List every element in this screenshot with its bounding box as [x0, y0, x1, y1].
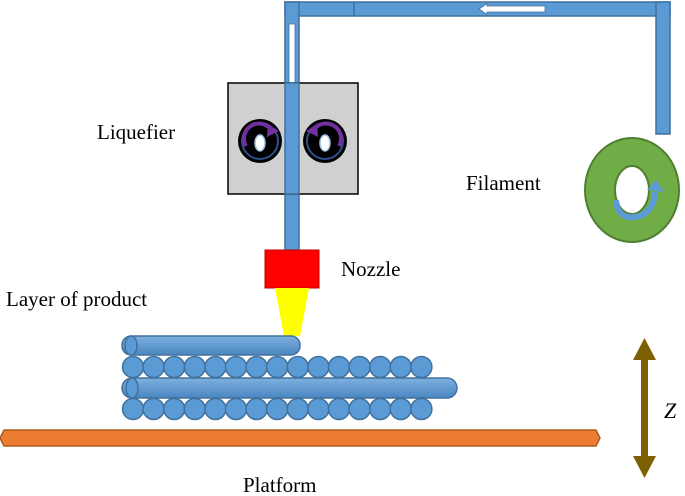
bottom-bead	[183, 397, 207, 421]
top-bead	[183, 355, 207, 379]
bottom-bead	[162, 397, 186, 421]
top-bead	[265, 355, 289, 379]
z-axis-arrow	[633, 338, 656, 478]
top-bead	[224, 355, 248, 379]
top-bead	[162, 355, 186, 379]
filament-spool	[584, 137, 680, 243]
bottom-bead	[224, 397, 248, 421]
bottom-bead-row	[121, 397, 433, 421]
top-bead	[389, 355, 413, 379]
bottom-bead	[286, 397, 310, 421]
liquefier	[227, 82, 359, 195]
filament-top-segment	[284, 1, 671, 17]
liquefier-label: Liquefier	[97, 120, 175, 144]
platform	[0, 429, 601, 447]
bottom-bead	[389, 397, 413, 421]
bottom-bead	[348, 397, 371, 421]
bottom-bead	[368, 397, 392, 421]
top-bead-row	[121, 355, 433, 379]
bottom-bead	[245, 397, 268, 421]
top-bead	[307, 355, 330, 379]
feed-direction-arrow-left	[478, 2, 546, 16]
top-bead	[410, 355, 433, 379]
top-bead	[348, 355, 371, 379]
left-roller	[238, 119, 282, 163]
top-bead	[204, 355, 227, 379]
z-axis-label: Z	[664, 398, 677, 423]
bottom-bead	[204, 397, 227, 421]
top-bead	[121, 355, 145, 379]
product-layers	[121, 335, 458, 421]
nozzle	[264, 249, 320, 289]
bottom-bead	[327, 397, 351, 421]
lower-cylinder	[121, 377, 458, 399]
top-bead	[142, 355, 165, 379]
bottom-bead	[121, 397, 145, 421]
top-bead	[286, 355, 310, 379]
bottom-bead	[142, 397, 165, 421]
bottom-bead	[410, 397, 433, 421]
platform-label: Platform	[243, 473, 317, 496]
layer-of-product-label: Layer of product	[6, 287, 147, 311]
top-bead	[245, 355, 268, 379]
filament-label: Filament	[466, 171, 541, 195]
right-roller	[303, 119, 347, 163]
roller-rotation-arrow-right	[306, 124, 318, 137]
filament-right-segment	[655, 1, 671, 135]
bottom-bead	[265, 397, 289, 421]
roller-rotation-arrow-left	[267, 124, 279, 137]
extrusion-cone	[275, 288, 309, 336]
top-bead	[368, 355, 392, 379]
top-bead	[327, 355, 351, 379]
nozzle-label: Nozzle	[341, 257, 400, 281]
spool-rotation-arrow	[647, 180, 664, 192]
bottom-bead	[307, 397, 330, 421]
top-cylinder	[121, 335, 301, 356]
